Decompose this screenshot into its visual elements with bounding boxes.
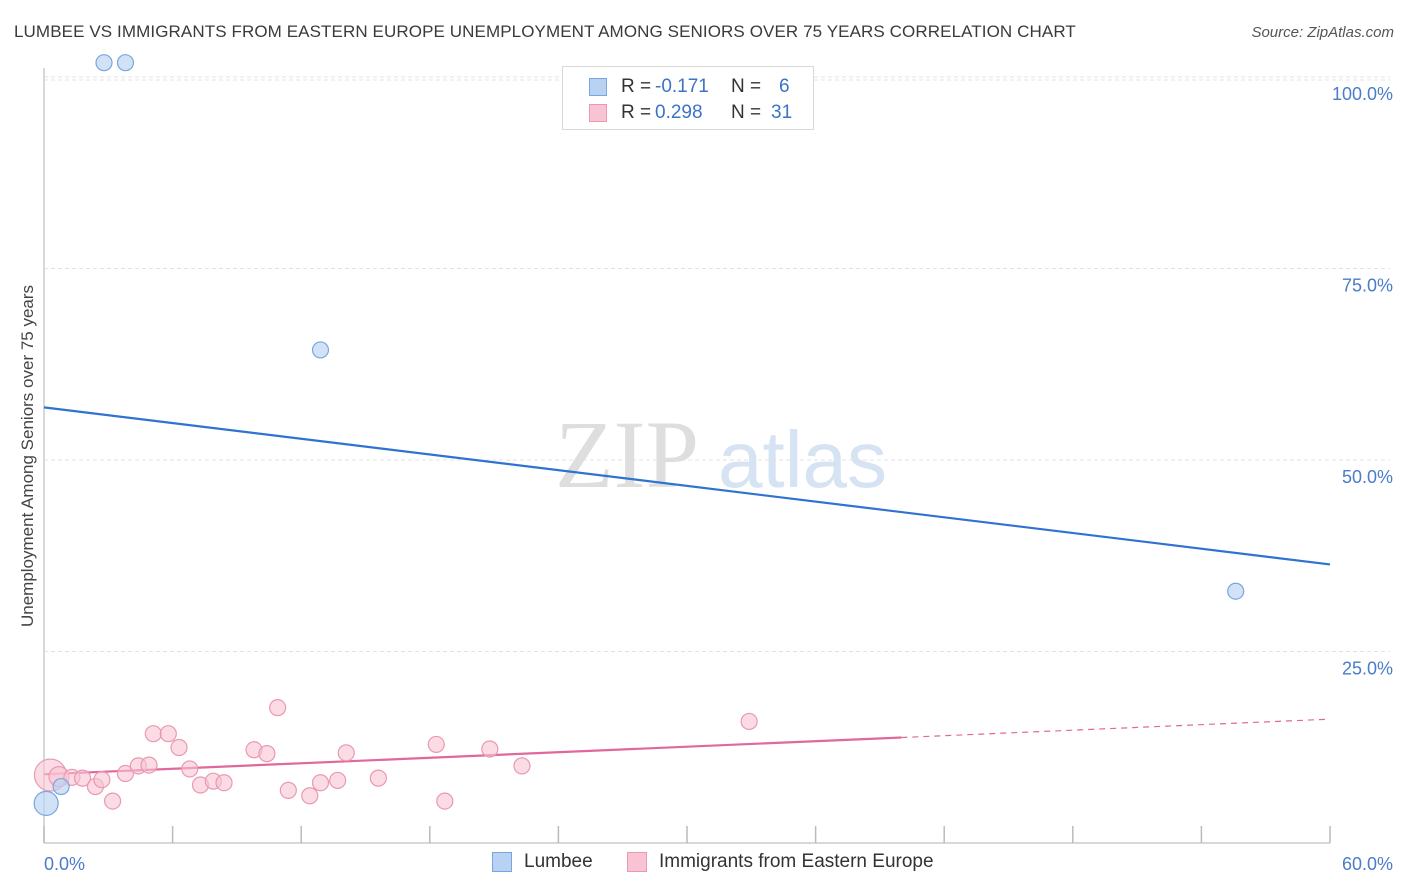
watermark-atlas: atlas — [718, 415, 887, 504]
y-tick-label: 25.0% — [1342, 659, 1393, 679]
immigrants-point — [301, 787, 319, 805]
chart-title: LUMBEE VS IMMIGRANTS FROM EASTERN EUROPE… — [14, 22, 1076, 41]
lumbee-point — [52, 777, 70, 796]
immigrants-point — [93, 771, 111, 789]
bottom-legend: Lumbee Immigrants from Eastern Europe — [0, 851, 1406, 879]
y-tick-label: 75.0% — [1342, 276, 1393, 296]
bottom-legend-lumbee: Lumbee — [492, 851, 593, 873]
immigrants-point — [144, 725, 162, 743]
legend: R = -0.171 N = 6 R = 0.298 N = 31 — [562, 66, 814, 130]
immigrants-point — [116, 764, 135, 783]
lumbee-swatch — [589, 78, 607, 96]
lumbee-swatch — [492, 852, 512, 872]
immigrants-point — [140, 756, 158, 774]
watermark-zip: ZIP — [555, 401, 699, 508]
immigrants-point — [740, 712, 758, 731]
bottom-legend-immigrants: Immigrants from Eastern Europe — [627, 851, 934, 873]
immigrants-point — [258, 745, 276, 763]
legend-n-label: N = — [731, 76, 762, 97]
immigrants-point — [103, 792, 122, 810]
lumbee-point — [116, 54, 135, 72]
lumbee-point — [33, 790, 59, 817]
legend-r-value: 0.298 — [655, 102, 703, 123]
lumbee-point — [311, 341, 330, 359]
x-tick-label-min: 0.0% — [44, 854, 85, 874]
bottom-legend-immigrants-label: Immigrants from Eastern Europe — [659, 851, 934, 872]
immigrants-swatch — [627, 852, 647, 872]
immigrants-point — [311, 774, 330, 792]
legend-row-lumbee: R = -0.171 N = 6 — [589, 74, 790, 100]
source-label: Source: ZipAtlas.com — [1251, 24, 1394, 41]
immigrants-point — [436, 792, 454, 810]
immigrants-point — [159, 725, 177, 743]
immigrants-point — [279, 781, 297, 799]
legend-n-label: N = — [731, 102, 762, 123]
immigrants-point — [170, 738, 188, 757]
immigrants-swatch — [589, 104, 607, 122]
x-tick-label-max: 60.0% — [1342, 854, 1393, 874]
grid-layer — [44, 76, 1390, 652]
lumbee-trend-line — [43, 406, 1331, 566]
immigrants-point — [329, 771, 347, 790]
immigrants-point — [513, 757, 531, 775]
legend-r-value: -0.171 — [655, 76, 709, 97]
immigrants-point — [73, 769, 92, 787]
y-tick-label: 50.0% — [1342, 467, 1393, 487]
bottom-legend-lumbee-label: Lumbee — [524, 851, 593, 872]
immigrants-point — [181, 760, 199, 778]
lumbee-point — [1227, 582, 1245, 600]
immigrants-point — [427, 735, 445, 754]
legend-n-value: 31 — [771, 102, 793, 123]
y-tick-label: 100.0% — [1332, 84, 1393, 104]
immigrants-point — [369, 769, 387, 787]
points-layer — [33, 54, 1245, 817]
watermark: ZIP atlas — [555, 401, 887, 508]
immigrants-trend-line-extension — [901, 718, 1331, 739]
y-axis-label: Unemployment Among Seniors over 75 years — [18, 285, 37, 627]
immigrants-point — [215, 774, 233, 792]
legend-row-immigrants: R = 0.298 N = 31 — [589, 100, 792, 126]
immigrants-point — [337, 744, 355, 762]
legend-n-value: 6 — [779, 76, 790, 97]
lumbee-point — [95, 54, 113, 72]
legend-r-label: R = — [621, 102, 652, 123]
immigrants-point — [269, 699, 287, 717]
immigrants-point — [481, 740, 499, 758]
axis-layer: 25.0% 50.0% 75.0% 100.0% 0.0% 60.0% — [43, 68, 1393, 874]
legend-r-label: R = — [621, 76, 652, 97]
